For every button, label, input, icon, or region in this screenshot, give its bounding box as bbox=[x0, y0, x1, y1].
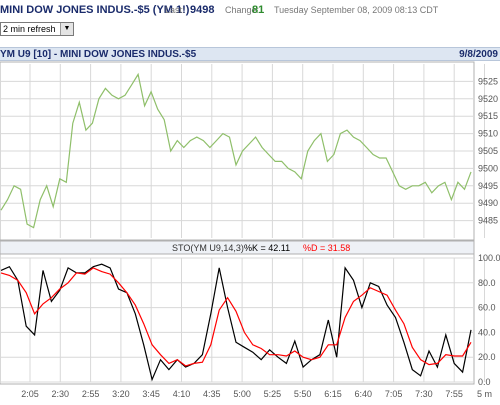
price-y-axis: 9485 9490 9495 9500 9505 9510 9515 9520 9525 bbox=[478, 76, 498, 225]
price-grid bbox=[0, 64, 485, 238]
stochastic-series bbox=[0, 263, 472, 382]
last-value: 9498 bbox=[190, 4, 215, 16]
chart-title: YM U9 [10] - MINI DOW JONES INDUS.-$5 bbox=[0, 49, 197, 60]
x-tick-label: 4:35 bbox=[203, 389, 221, 399]
y-tick-label: 9500 bbox=[478, 163, 498, 173]
x-tick-label: 2:05 bbox=[21, 389, 39, 399]
y-tick-label: 9485 bbox=[478, 216, 498, 226]
series-pct-d bbox=[0, 267, 472, 367]
stochastic-y-axis: 0.0 20.0 40.0 60.0 80.0 100.0 bbox=[478, 253, 500, 387]
quote-datetime: Tuesday September 08, 2009 08:13 CDT bbox=[274, 5, 439, 15]
x-tick-label: 7:30 bbox=[415, 389, 433, 399]
y-tick-label: 0.0 bbox=[478, 377, 491, 387]
last-label: Last: bbox=[165, 5, 185, 15]
x-tick-label: 5:00 bbox=[233, 389, 251, 399]
price-series bbox=[0, 72, 472, 229]
x-tick-label: 5:50 bbox=[294, 389, 312, 399]
instrument-title: MINI DOW JONES INDUS.-$5 (YM 1!) bbox=[0, 4, 190, 16]
sto-label: STO(YM U9,14,3) bbox=[172, 243, 244, 253]
quote-header: MINI DOW JONES INDUS.-$5 (YM 1!) Last: 9… bbox=[0, 0, 500, 20]
x-tick-label: 5:25 bbox=[264, 389, 282, 399]
y-tick-label: 9515 bbox=[478, 111, 498, 121]
d-value-label: %D = 31.58 bbox=[303, 243, 350, 253]
chart-date: 9/8/2009 bbox=[459, 49, 498, 60]
y-tick-label: 9520 bbox=[478, 94, 498, 104]
x-tick-label: 2:30 bbox=[52, 389, 70, 399]
x-tick-label: 3:20 bbox=[112, 389, 130, 399]
x-tick-label: 4:10 bbox=[173, 389, 191, 399]
x-tick-label: 3:45 bbox=[142, 389, 160, 399]
y-tick-label: 9505 bbox=[478, 146, 498, 156]
y-tick-label: 60.0 bbox=[478, 303, 496, 313]
stochastic-panel-frame bbox=[0, 253, 475, 385]
refresh-selected-value: 2 min refresh bbox=[3, 24, 56, 34]
y-tick-label: 20.0 bbox=[478, 352, 496, 362]
x-tick-label: 6:40 bbox=[355, 389, 373, 399]
refresh-select[interactable]: 2 min refresh ▼ bbox=[0, 22, 74, 36]
y-tick-label: 9525 bbox=[478, 76, 498, 86]
y-tick-label: 9510 bbox=[478, 129, 498, 139]
change-value: 81 bbox=[252, 4, 265, 16]
y-tick-label: 9490 bbox=[478, 198, 498, 208]
change-label: Change: bbox=[225, 5, 260, 15]
chart-title-bar: YM U9 [10] - MINI DOW JONES INDUS.-$5 9/… bbox=[0, 47, 500, 61]
x-tick-label: 7:55 bbox=[445, 389, 463, 399]
x-tick-label: 7:05 bbox=[385, 389, 403, 399]
time-x-axis: 2:05 2:30 2:55 3:20 3:45 4:10 4:35 5:00 5:25 5:50… bbox=[21, 389, 492, 399]
chevron-down-icon[interactable]: ▼ bbox=[60, 23, 73, 35]
price-line bbox=[0, 72, 472, 229]
x-tick-label: 5 m bbox=[477, 389, 492, 399]
x-tick-label: 6:15 bbox=[324, 389, 342, 399]
k-value-label: %K = 42.11 bbox=[244, 243, 290, 253]
y-tick-label: 9495 bbox=[478, 181, 498, 191]
stochastic-grid bbox=[0, 257, 485, 383]
y-tick-label: 100.0 bbox=[478, 253, 500, 263]
x-tick-label: 2:55 bbox=[82, 389, 100, 399]
y-tick-label: 80.0 bbox=[478, 278, 496, 288]
y-tick-label: 40.0 bbox=[478, 327, 496, 337]
